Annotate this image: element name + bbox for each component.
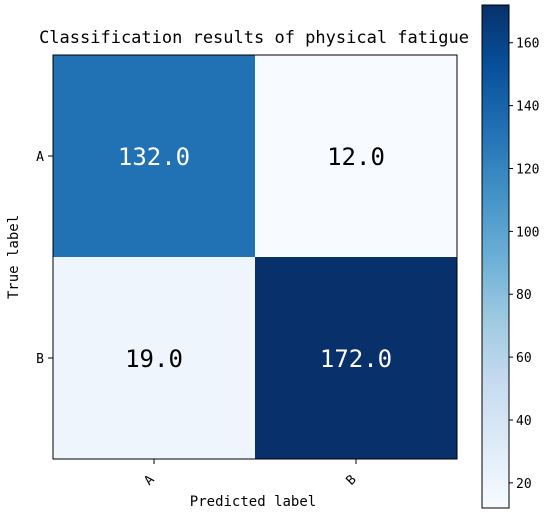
colorbar-tick-label: 100 bbox=[516, 225, 539, 240]
x-tick-label: A bbox=[141, 472, 157, 488]
y-tick-label: B bbox=[36, 352, 44, 367]
colorbar-tick-label: 40 bbox=[516, 414, 532, 429]
colorbar-tick-label: 20 bbox=[516, 477, 532, 492]
cell-value-label: 12.0 bbox=[327, 143, 385, 171]
colorbar-tick-label: 120 bbox=[516, 162, 539, 177]
colorbar bbox=[481, 4, 510, 509]
cell-value-label: 132.0 bbox=[118, 143, 190, 171]
colorbar-tick-label: 160 bbox=[516, 37, 539, 52]
cell-value-label: 19.0 bbox=[125, 345, 183, 373]
heatmap-cell bbox=[53, 257, 255, 459]
colorbar-tick-label: 60 bbox=[516, 351, 532, 366]
x-axis-label: Predicted label bbox=[190, 494, 316, 510]
y-tick-label: A bbox=[36, 150, 44, 165]
heatmap-cell bbox=[255, 55, 457, 257]
y-axis-label: True label bbox=[6, 215, 22, 299]
chart-title: Classification results of physical fatig… bbox=[39, 28, 469, 48]
plot-frame bbox=[52, 54, 458, 460]
heatmap-cells: 132.0 12.0 19.0 172.0 bbox=[53, 55, 457, 459]
heatmap-cell bbox=[53, 55, 255, 257]
colorbar-tick-label: 140 bbox=[516, 100, 539, 115]
cell-value-label: 172.0 bbox=[320, 345, 392, 373]
colorbar-ticks: 20 40 60 80 100 120 140 160 bbox=[509, 37, 539, 492]
colorbar-tick-label: 80 bbox=[516, 288, 532, 303]
x-tick-label: B bbox=[343, 472, 359, 488]
heatmap-cell bbox=[255, 257, 457, 459]
